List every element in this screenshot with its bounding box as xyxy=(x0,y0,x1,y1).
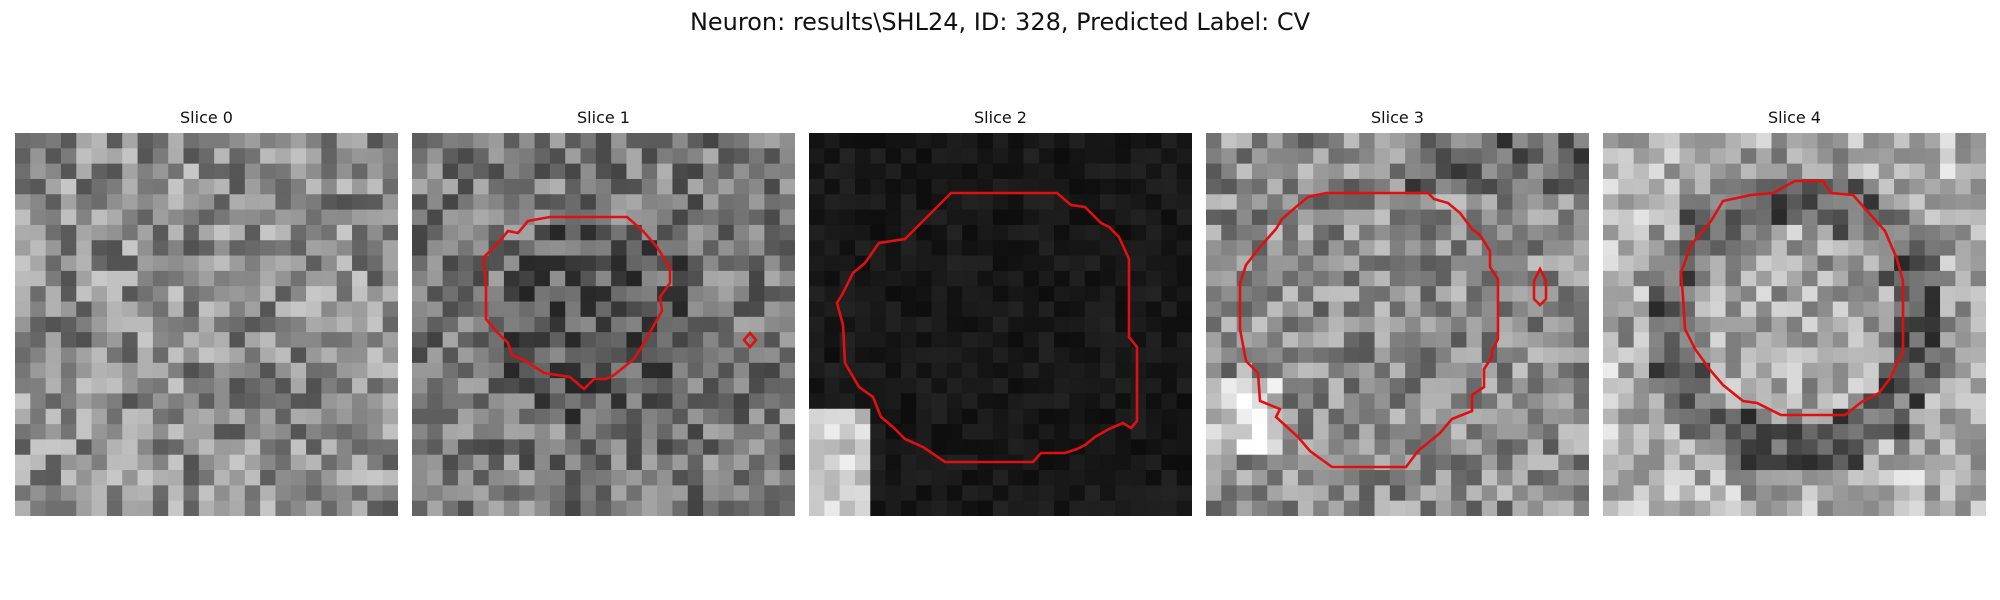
slice-title: Slice 3 xyxy=(1371,108,1424,127)
slice-image xyxy=(809,133,1192,516)
slice-panel-4: Slice 4 xyxy=(1603,108,1986,518)
roi-contour xyxy=(482,215,672,391)
slice-panel-2: Slice 2 xyxy=(809,108,1192,518)
slice-image xyxy=(1603,133,1986,516)
slice-panel-1: Slice 1 xyxy=(412,108,795,518)
slice-title: Slice 4 xyxy=(1768,108,1821,127)
roi-contour xyxy=(1679,179,1905,417)
slice-image xyxy=(1206,133,1589,516)
slice-panel-3: Slice 3 xyxy=(1206,108,1589,518)
roi-contour xyxy=(835,191,1139,464)
roi-contour xyxy=(1238,191,1500,469)
slice-image xyxy=(412,133,795,516)
slice-image-svg xyxy=(412,133,795,516)
slice-title: Slice 0 xyxy=(180,108,233,127)
slice-panel-0: Slice 0 xyxy=(15,108,398,518)
roi-contour xyxy=(1532,266,1548,307)
slice-image xyxy=(15,133,398,516)
roi-contour xyxy=(742,331,758,349)
slice-title: Slice 2 xyxy=(974,108,1027,127)
slice-image-svg xyxy=(809,133,1192,516)
slice-image-svg xyxy=(15,133,398,516)
slice-title: Slice 1 xyxy=(577,108,630,127)
slice-image-svg xyxy=(1603,133,1986,516)
slice-image-svg xyxy=(1206,133,1589,516)
figure-title: Neuron: results\SHL24, ID: 328, Predicte… xyxy=(689,8,1311,36)
